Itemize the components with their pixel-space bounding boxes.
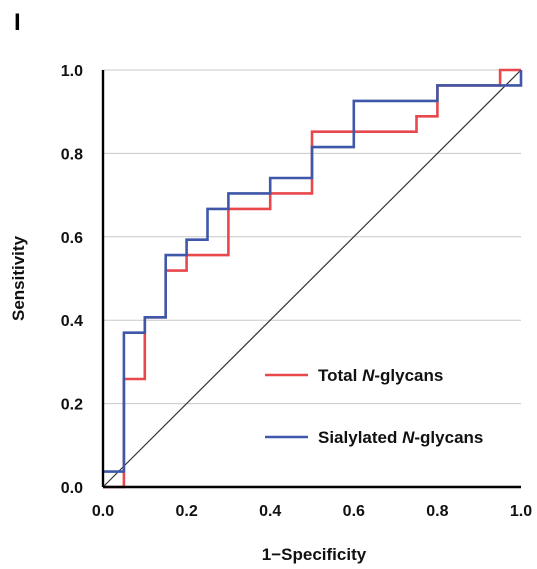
- x-tick-labels: 0.0 0.2 0.4 0.6 0.8 1.0: [92, 503, 532, 520]
- x-tick-label: 0.0: [92, 503, 114, 520]
- legend-label-1: Total N-glycans: [318, 366, 443, 385]
- y-tick-label: 0.0: [61, 480, 83, 497]
- reference-diagonal-line: [102, 69, 522, 488]
- y-tick-label: 0.6: [61, 230, 83, 247]
- x-tick-label: 0.6: [343, 503, 365, 520]
- x-tick-label: 0.8: [426, 503, 448, 520]
- y-axis-title: Sensitivity: [9, 235, 28, 321]
- y-tick-label: 0.4: [61, 313, 83, 330]
- y-tick-labels: 0.0 0.2 0.4 0.6 0.8 1.0: [61, 63, 83, 497]
- x-tick-label: 0.2: [175, 503, 197, 520]
- axes: [101, 70, 521, 489]
- x-axis-title: 1−Specificity: [262, 545, 367, 564]
- y-tick-label: 1.0: [61, 63, 83, 80]
- x-tick-label: 0.4: [259, 503, 281, 520]
- series-line-2: [103, 70, 523, 473]
- y-tick-label: 0.2: [61, 397, 83, 414]
- legend-label-2: Sialylated N-glycans: [318, 428, 483, 447]
- y-tick-label: 0.8: [61, 146, 83, 163]
- legend: Total N-glycans Sialylated N-glycans: [265, 366, 483, 447]
- grid-lines: [103, 69, 521, 405]
- series-layer: [103, 68, 523, 489]
- x-tick-label: 1.0: [510, 503, 532, 520]
- panel-label: I: [14, 9, 21, 36]
